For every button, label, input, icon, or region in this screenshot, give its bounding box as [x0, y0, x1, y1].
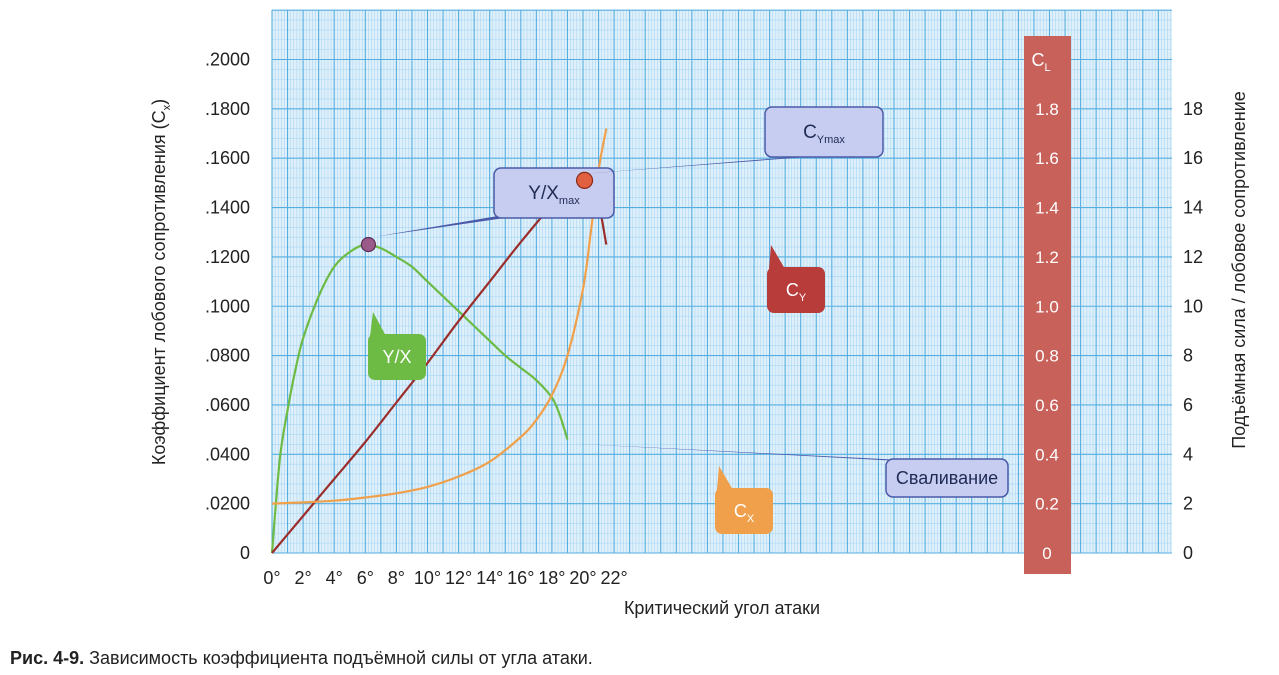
caption-text: Зависимость коэффициента подъёмной силы … [89, 648, 593, 668]
y-right-tick-label: 2 [1183, 494, 1193, 514]
callout-stall-label: Сваливание [896, 468, 998, 488]
x-tick-label: 12° [445, 568, 472, 588]
callout-cy: CY [767, 245, 825, 313]
y-left-tick-label: .1000 [205, 296, 250, 316]
cl-tick-label: 0.8 [1035, 347, 1059, 366]
y-right-tick-label: 4 [1183, 444, 1193, 464]
y-left-tick-label: 0 [240, 543, 250, 563]
callout-y-x-max-pointer [376, 214, 532, 237]
callout-stall-pointer [571, 443, 922, 461]
callout-stall-box [885, 458, 1009, 498]
callout-y-x-label: Y/X [382, 347, 411, 367]
callout-cx: CX [715, 466, 773, 534]
y-right-tick-label: 14 [1183, 198, 1203, 218]
y-right-tick-label: 18 [1183, 99, 1203, 119]
cl-tick-label: 1.4 [1035, 199, 1059, 218]
y-left-tick-label: .0600 [205, 395, 250, 415]
series-line-y-x [270, 243, 569, 554]
cl-tick-label: 0.2 [1035, 495, 1059, 514]
callout-cy-max: CYmax [576, 106, 884, 175]
cl-tick-label: 1.0 [1035, 297, 1059, 316]
x-tick-label: 6° [357, 568, 374, 588]
series-line-cx [271, 128, 608, 505]
cl-tick-label: 1.2 [1035, 248, 1059, 267]
x-tick-label: 2° [294, 568, 311, 588]
x-tick-label: 0° [263, 568, 280, 588]
y-right-tick-label: 6 [1183, 395, 1193, 415]
y-left-tick-label: .1800 [205, 99, 250, 119]
callout-stall: Сваливание [571, 443, 1009, 498]
y-left-tick-label: .2000 [205, 50, 250, 70]
callout-cy-pointer [769, 245, 785, 269]
caption-label: Рис. 4-9. [10, 648, 85, 668]
y-right-tick-label: 10 [1183, 296, 1203, 316]
callout-cx-box [715, 488, 773, 534]
x-tick-label: 8° [388, 568, 405, 588]
y-left-tick-label: .0800 [205, 346, 250, 366]
cl-tick-label: 0.4 [1035, 445, 1059, 464]
x-tick-label: 4° [326, 568, 343, 588]
cl-tick-label: 1.6 [1035, 149, 1059, 168]
y-left-tick-label: .0400 [205, 444, 250, 464]
x-tick-label: 20° [569, 568, 596, 588]
callout-cx-label: CX [734, 501, 755, 525]
y-right-tick-label: 8 [1183, 346, 1193, 366]
cl-tick-label: 1.8 [1035, 100, 1059, 119]
x-tick-label: 14° [476, 568, 503, 588]
lift-coefficient-chart: CL 0 0.2 0.4 0.6 0.8 1.0 1.2 1.4 1.6 1.8 0 .0200 .040… [149, 9, 1249, 618]
y-left-tick-label: .1200 [205, 247, 250, 267]
y-right-axis-title: Подъёмная сила / лобовое сопротивление [1229, 91, 1249, 449]
cl-axis-title: CL [1031, 50, 1050, 74]
callout-y-x-max-label: Y/Xmax [528, 183, 580, 207]
y-left-tick-label: .1600 [205, 148, 250, 168]
y-right-tick-label: 12 [1183, 247, 1203, 267]
x-axis-title: Критический угол атаки [624, 598, 820, 618]
callout-cy-max-box [764, 106, 884, 158]
grid-background [272, 10, 1172, 553]
callout-y-x: Y/X [368, 312, 426, 380]
x-tick-label: 10° [414, 568, 441, 588]
y-left-tick-label: .0200 [205, 494, 250, 514]
callout-y-x-box [368, 334, 426, 380]
x-tick-label: 22° [600, 568, 627, 588]
cl-tick-label: 0 [1042, 544, 1051, 563]
x-tick-label: 18° [538, 568, 565, 588]
y-right-tick-label: 0 [1183, 543, 1193, 563]
callout-cy-box [767, 267, 825, 313]
figure-caption: Рис. 4-9. Зависимость коэффициента подъё… [10, 648, 593, 669]
callout-cx-pointer [717, 466, 733, 490]
y-left-axis-title: Коэффициент лобового сопротивления (Cx) [149, 99, 173, 465]
marker-y-x-max [360, 236, 377, 253]
callout-cy-label: CY [786, 280, 807, 304]
cl-axis-band [1024, 36, 1071, 574]
callout-y-x-pointer [370, 312, 386, 336]
marker-cy-max [575, 171, 594, 190]
y-left-tick-label: .1400 [205, 198, 250, 218]
y-right-tick-label: 16 [1183, 148, 1203, 168]
x-tick-label: 16° [507, 568, 534, 588]
callout-cy-max-pointer [576, 150, 880, 175]
cl-tick-label: 0.6 [1035, 396, 1059, 415]
callout-cy-max-label: CYmax [803, 122, 845, 146]
